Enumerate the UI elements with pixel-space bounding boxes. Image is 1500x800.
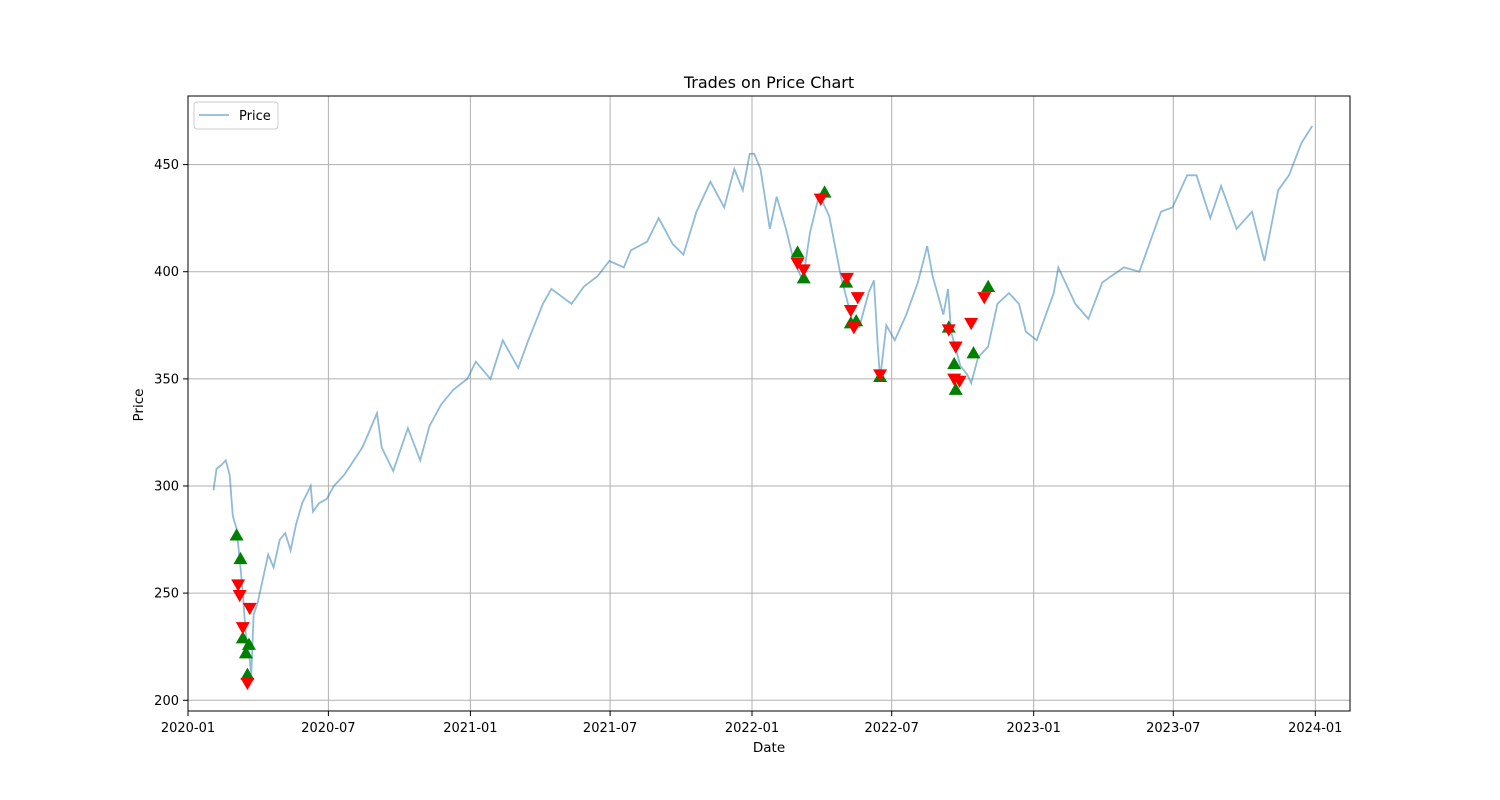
- y-tick-label: 400: [154, 265, 179, 280]
- buy-marker: [238, 646, 253, 659]
- sell-marker: [796, 264, 811, 277]
- buy-marker: [790, 245, 805, 258]
- x-tick-label: 2022-07: [865, 721, 919, 736]
- sell-marker: [790, 257, 805, 271]
- buy-marker: [948, 382, 963, 395]
- sell-marker: [839, 272, 854, 286]
- buy-marker: [233, 551, 248, 565]
- sell-marker: [240, 677, 255, 691]
- buy-marker: [947, 356, 962, 370]
- y-axis-label: Price: [131, 389, 147, 422]
- x-tick-label: 2022-01: [725, 721, 779, 736]
- buy-marker: [796, 271, 811, 284]
- buy-marker: [240, 667, 255, 680]
- sell-marker: [843, 305, 858, 318]
- y-tick-label: 200: [154, 694, 179, 709]
- sell-marker: [977, 292, 992, 305]
- x-tick-label: 2020-01: [161, 721, 215, 736]
- sell-marker: [850, 292, 865, 305]
- y-axis-ticks: 200 250 300 350 400 450: [154, 158, 188, 709]
- x-tick-label: 2023-01: [1007, 721, 1061, 736]
- sell-markers: [231, 193, 992, 691]
- chart-title: Trades on Price Chart: [683, 73, 854, 92]
- plot-frame: [187, 95, 1351, 712]
- buy-marker: [229, 528, 244, 541]
- sell-marker: [242, 602, 257, 616]
- price-line: [212, 125, 1313, 675]
- sell-marker: [235, 622, 250, 635]
- sell-marker: [846, 322, 861, 335]
- grid-lines: [187, 96, 1350, 711]
- sell-marker: [231, 579, 246, 592]
- buy-marker: [966, 346, 981, 359]
- sell-marker: [952, 375, 967, 388]
- x-tick-label: 2024-01: [1288, 721, 1342, 736]
- sell-marker: [813, 193, 828, 206]
- x-tick-label: 2021-01: [443, 721, 497, 736]
- plot-area: [212, 125, 1313, 691]
- buy-marker: [981, 279, 996, 292]
- x-tick-label: 2020-07: [301, 721, 355, 736]
- x-axis-ticks: 2020-01 2020-07 2021-01 2021-07 2022-01 2022-…: [161, 711, 1342, 736]
- y-tick-label: 450: [154, 158, 179, 173]
- buy-marker: [241, 637, 256, 650]
- legend-box: [193, 101, 279, 130]
- y-tick-label: 350: [154, 372, 179, 387]
- sell-marker: [873, 369, 888, 382]
- sell-marker: [964, 317, 979, 331]
- y-tick-label: 300: [154, 480, 179, 495]
- x-tick-label: 2023-07: [1146, 721, 1200, 736]
- x-tick-label: 2021-07: [583, 721, 637, 736]
- buy-marker: [235, 631, 250, 644]
- y-tick-label: 250: [154, 587, 179, 602]
- legend: Price: [193, 101, 279, 130]
- sell-marker: [948, 341, 963, 354]
- x-axis-label: Date: [753, 740, 785, 756]
- sell-marker: [941, 324, 956, 337]
- legend-label-price: Price: [239, 109, 271, 124]
- sell-marker: [232, 590, 247, 603]
